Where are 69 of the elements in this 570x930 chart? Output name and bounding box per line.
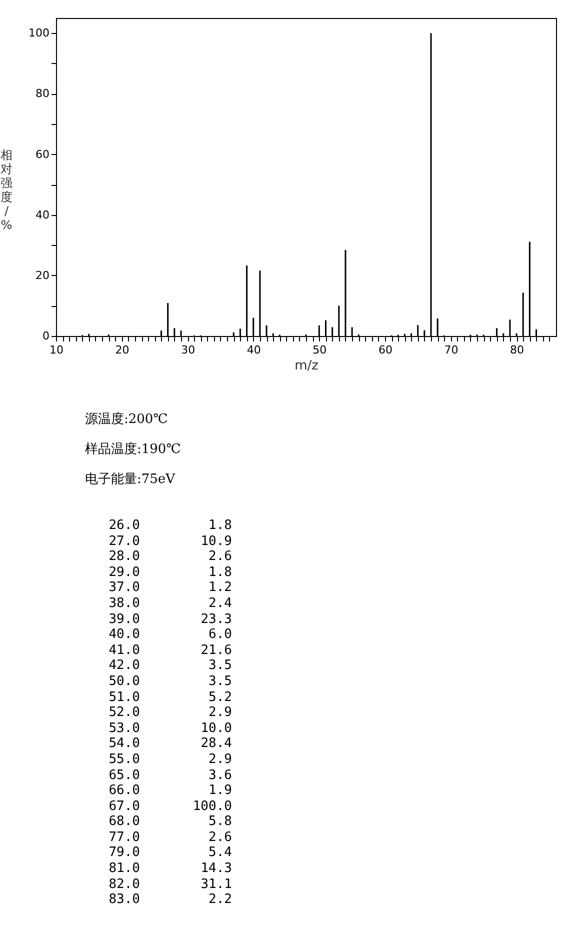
text: 10.9 xyxy=(200,534,232,549)
text: 10.0 xyxy=(200,720,232,736)
text: 5.8 xyxy=(208,814,232,830)
text: 2.4 xyxy=(208,596,232,611)
category-label: 41.0 xyxy=(108,642,140,658)
text: 1.8 xyxy=(208,518,232,533)
x-tick-label: 80 xyxy=(510,344,524,356)
text: 1.9 xyxy=(208,783,232,798)
text: 6.0 xyxy=(208,627,232,642)
text: 3.5 xyxy=(208,658,232,674)
category-label: 68.0 xyxy=(108,814,140,830)
text: 1.8 xyxy=(208,564,232,580)
x-tick-label: 60 xyxy=(378,344,392,356)
text: 5.2 xyxy=(208,690,232,705)
category-label: 51.0 xyxy=(108,690,140,706)
text: 样品温度:190℃ xyxy=(85,441,182,459)
category-label: 83.0 xyxy=(108,892,140,908)
category-label: 67.0 xyxy=(108,798,140,814)
text: 5.4 xyxy=(208,845,232,860)
text: 1.2 xyxy=(208,580,232,596)
category-label: 65.0 xyxy=(108,768,140,784)
category-label: 29.0 xyxy=(108,564,140,580)
text: 31.1 xyxy=(200,876,232,892)
text: 100.0 xyxy=(192,798,232,814)
x-tick-label: 20 xyxy=(115,344,130,356)
category-label: 37.0 xyxy=(108,580,140,596)
category-label: 42.0 xyxy=(108,658,140,674)
text: 23.3 xyxy=(200,612,232,627)
text: 28.4 xyxy=(200,736,232,752)
x-tick-label: 30 xyxy=(181,344,196,356)
y-tick-label: 40 xyxy=(36,208,50,222)
category-label: 82.0 xyxy=(108,876,140,892)
category-label: 28.0 xyxy=(108,549,140,565)
category-label: 81.0 xyxy=(108,861,140,877)
category-label: 79.0 xyxy=(108,845,140,862)
text: 2.6 xyxy=(208,549,232,564)
category-label: 53.0 xyxy=(108,720,140,736)
y-axis-title: 相对强度/% xyxy=(0,148,12,232)
x-tick-label: 50 xyxy=(312,344,327,356)
text: 3.6 xyxy=(208,768,232,782)
category-label: 54.0 xyxy=(108,736,140,752)
category-label: 77.0 xyxy=(108,830,140,846)
text: 3.5 xyxy=(208,674,232,689)
category-label: 50.0 xyxy=(108,674,140,690)
text: 21.6 xyxy=(200,642,232,658)
text: 2.2 xyxy=(208,892,232,908)
y-tick-label: 80 xyxy=(36,87,50,100)
y-tick-label: 60 xyxy=(36,148,50,161)
x-tick-label: 40 xyxy=(246,344,261,356)
category-label: 66.0 xyxy=(108,783,140,799)
text: 2.6 xyxy=(208,830,232,845)
x-tick-label: 70 xyxy=(444,344,458,356)
category-label: 26.0 xyxy=(108,518,140,534)
category-label: 55.0 xyxy=(108,752,140,768)
y-tick-label: 20 xyxy=(36,268,50,282)
text: 源温度:200℃ xyxy=(85,411,169,429)
category-label: 38.0 xyxy=(108,596,140,612)
category-label: 52.0 xyxy=(108,705,140,721)
category-label: 40.0 xyxy=(108,627,140,643)
category-label: 27.0 xyxy=(108,534,140,550)
category-label: 39.0 xyxy=(108,612,140,628)
x-tick-label: 10 xyxy=(50,344,64,356)
y-tick-label: 0 xyxy=(42,330,50,342)
text: 电子能量:75eV xyxy=(85,471,176,489)
x-axis-title: m/z xyxy=(294,358,319,374)
text: 2.9 xyxy=(208,705,232,720)
y-tick-label: 100 xyxy=(28,26,50,40)
text: 2.9 xyxy=(208,752,232,767)
text: 14.3 xyxy=(200,861,232,876)
